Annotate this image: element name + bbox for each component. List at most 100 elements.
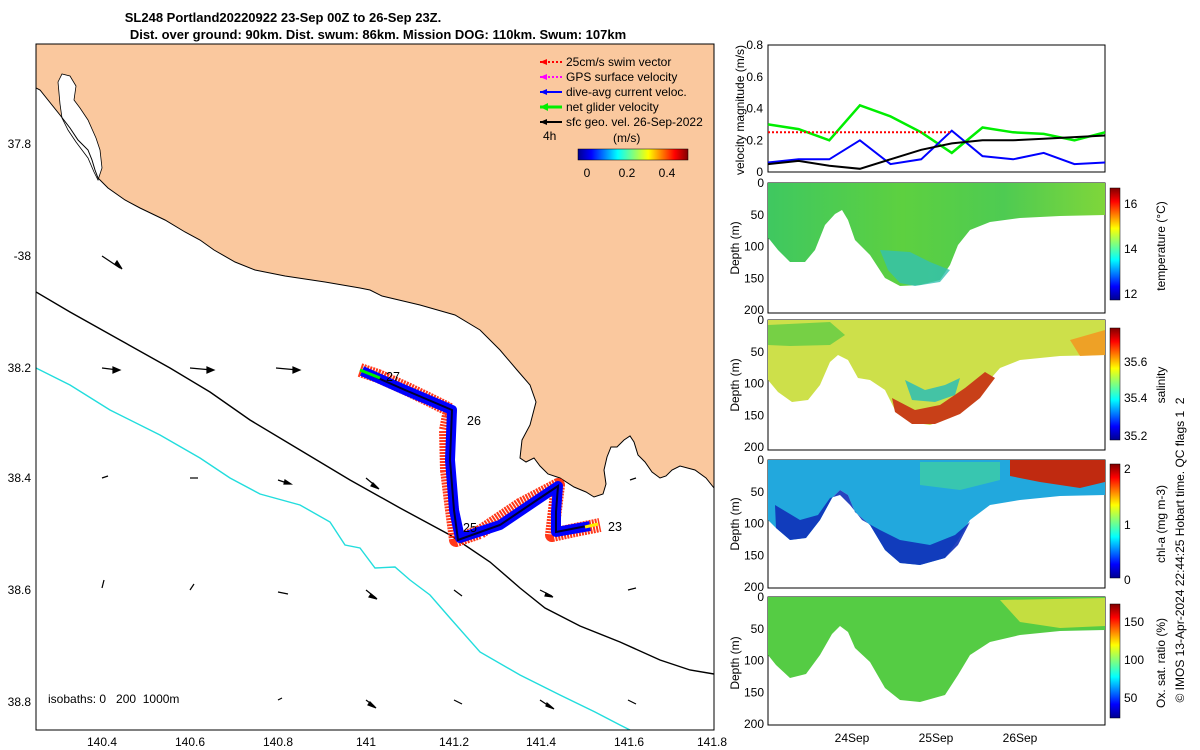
salinity-cbar-tick-35.6: 35.6 [1124, 355, 1148, 369]
depth-tick-0: 0 [757, 176, 764, 190]
salinity-fresh-patch [905, 378, 960, 402]
map-ytick-38.8: 38.8 [8, 695, 32, 709]
arrow-interval-label: 4h [543, 129, 556, 143]
depth-tick-0: 0 [757, 590, 764, 604]
velocity-panel: 0 0.2 0.4 0.6 0.8 velocity magnitude (m/s) [733, 38, 1106, 179]
velocity-series-line-1 [767, 129, 1106, 166]
depth-tick-100: 100 [744, 654, 764, 668]
isobath-1000m [36, 367, 631, 730]
legend-label-net-velocity: net glider velocity [566, 100, 659, 114]
map-xtick-141.4: 141.4 [526, 735, 556, 749]
oxygen-cbar-tick-100: 100 [1124, 653, 1144, 667]
imos-side-note: © IMOS 13-Apr-2024 22:44:25 Hobart time.… [1173, 397, 1187, 702]
depth-tick-50: 50 [751, 208, 765, 222]
depth-ticks-2: 0 50 100 150 200 [744, 313, 764, 454]
depth-tick-150: 150 [744, 685, 764, 699]
depth-tick-200: 200 [744, 303, 764, 317]
salinity-orange-patch [1070, 330, 1105, 356]
velocity-ytick-1: 0.2 [746, 133, 763, 147]
chla-surface-mid [920, 462, 1000, 490]
legend-label-dive-avg: dive-avg current veloc. [566, 85, 687, 99]
map-ytick-38.4: 38.4 [8, 471, 32, 485]
depth-tick-0: 0 [757, 453, 764, 467]
chla-cbar-tick-0: 0 [1124, 573, 1131, 587]
chla-cbar-tick-2: 2 [1124, 462, 1131, 476]
temperature-colorbar [1109, 187, 1121, 301]
day-marker-27: 27 [386, 370, 400, 384]
map-colorbar-tick-0: 0 [584, 166, 591, 180]
oxygen-colorbar [1109, 603, 1121, 719]
oxygen-section [768, 597, 1105, 702]
isobaths-label: isobaths: 0 200 1000m [48, 692, 179, 706]
salinity-cbar-tick-35.2: 35.2 [1124, 429, 1148, 443]
map-xtick-141.6: 141.6 [614, 735, 644, 749]
depth-tick-150: 150 [744, 408, 764, 422]
depth-tick-0: 0 [757, 313, 764, 327]
chla-colorbar [1109, 463, 1121, 579]
chla-ylabel: Depth (m) [728, 497, 742, 550]
time-tick-24sep: 24Sep [835, 731, 870, 745]
map-xtick-140.8: 140.8 [263, 735, 293, 749]
depth-tick-50: 50 [751, 622, 765, 636]
depth-tick-100: 100 [744, 240, 764, 254]
map-colorbar-title: (m/s) [613, 131, 640, 145]
map-ytick-38.6: 38.6 [8, 583, 32, 597]
temperature-ylabel: Depth (m) [728, 221, 742, 274]
current-vectors [101, 255, 637, 710]
temperature-cbar-label: temperature (°C) [1154, 201, 1168, 291]
oxygen-cbar-tick-150: 150 [1124, 615, 1144, 629]
salinity-ylabel: Depth (m) [728, 358, 742, 411]
map-panel: 27 26 25 23 isobaths: 0 200 1000m 25cm/s… [8, 43, 727, 749]
map-colorbar-tick-2: 0.4 [659, 166, 676, 180]
day-marker-25: 25 [463, 521, 477, 535]
velocity-series-line-0 [767, 103, 1106, 155]
temperature-cool-patch [880, 250, 950, 286]
salinity-cbar-label: salinity [1154, 367, 1168, 404]
salinity-section [768, 320, 1105, 425]
velocity-series-line-2 [767, 134, 1106, 170]
figure-title-line2: Dist. over ground: 90km. Dist. swum: 86k… [130, 27, 626, 42]
depth-tick-200: 200 [744, 717, 764, 731]
oxygen-cbar-tick-50: 50 [1124, 691, 1138, 705]
time-tick-26sep: 26Sep [1003, 731, 1038, 745]
map-xtick-141: 141 [356, 735, 376, 749]
salinity-colorbar [1109, 327, 1121, 441]
oxygen-cbar-label: Ox. sat. ratio (%) [1154, 618, 1168, 708]
oxygen-ylabel: Depth (m) [728, 636, 742, 689]
depth-ticks-4: 0 50 100 150 200 [744, 590, 764, 731]
time-axis: 24Sep 25Sep 26Sep [835, 731, 1038, 745]
legend-label-swim-vector: 25cm/s swim vector [566, 55, 671, 69]
temperature-cbar-tick-16: 16 [1124, 197, 1138, 211]
velocity-series [767, 103, 1106, 170]
map-xtick-140.4: 140.4 [87, 735, 117, 749]
salinity-salty-core [892, 372, 995, 424]
depth-ticks-1: 0 50 100 150 200 [744, 176, 764, 317]
map-x-axis: 140.4 140.6 140.8 141 141.2 141.4 141.6 … [87, 735, 727, 749]
glider-track [357, 363, 602, 547]
map-y-axis: 37.8 -38 38.2 38.4 38.6 38.8 [8, 137, 32, 709]
velocity-ytick-2: 0.4 [746, 102, 763, 116]
depth-tick-200: 200 [744, 440, 764, 454]
day-marker-26: 26 [467, 414, 481, 428]
velocity-ytick-4: 0.8 [746, 38, 763, 52]
depth-tick-50: 50 [751, 485, 765, 499]
chla-deep-low [775, 490, 970, 565]
map-ytick-37.8: 37.8 [8, 137, 32, 151]
map-colorbar-tick-1: 0.2 [619, 166, 636, 180]
temperature-section [768, 183, 1105, 286]
legend-label-gps-velocity: GPS surface velocity [566, 70, 677, 84]
figure-title-line1: SL248 Portland20220922 23-Sep 00Z to 26-… [125, 10, 441, 25]
depth-tick-150: 150 [744, 548, 764, 562]
map-coastline [36, 87, 714, 498]
depth-tick-200: 200 [744, 580, 764, 594]
depth-ticks-3: 0 50 100 150 200 [744, 453, 764, 594]
isobath-200m [36, 291, 714, 675]
day-marker-23: 23 [608, 520, 622, 534]
temperature-panel: 16 14 12 temperature (°C) Depth (m) 0 50 1… [728, 176, 1168, 317]
map-colorbar [577, 148, 689, 161]
map-xtick-141.2: 141.2 [439, 735, 469, 749]
oxygen-surface-high [1000, 598, 1105, 628]
velocity-ylabel: velocity magnitude (m/s) [733, 45, 747, 175]
velocity-ytick-3: 0.6 [746, 70, 763, 84]
